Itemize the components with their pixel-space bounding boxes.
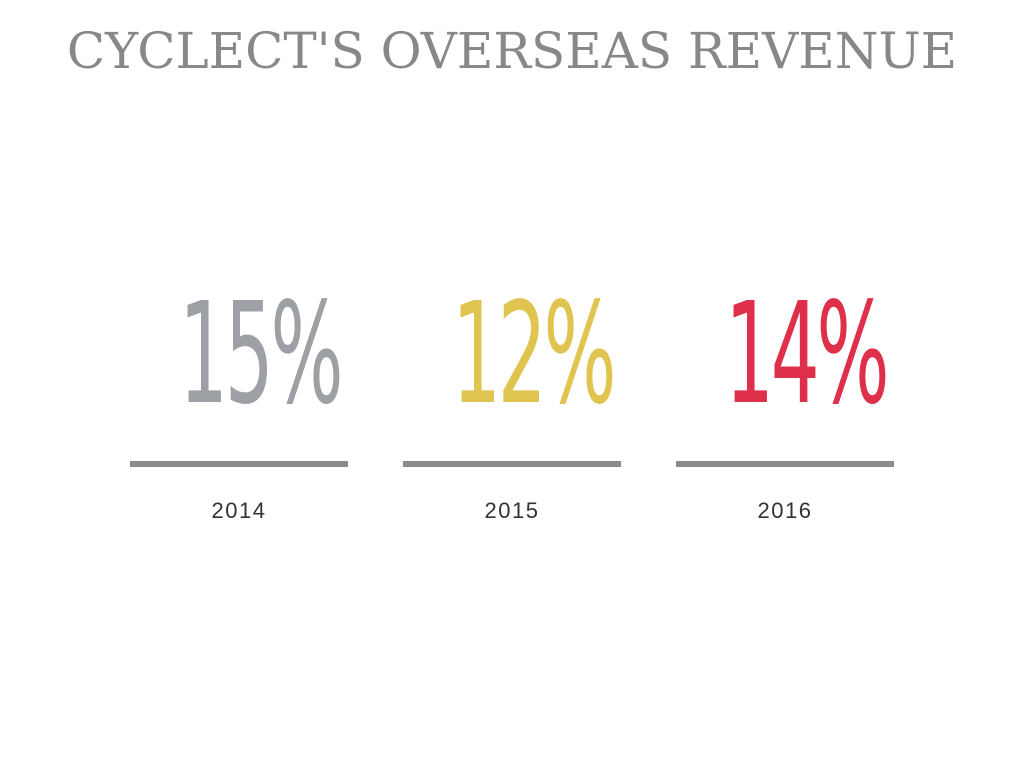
stat-year-label: 2015 (484, 498, 540, 523)
stat-value: 15% (179, 273, 344, 436)
chart-title: CYCLECT'S OVERSEAS REVENUE (66, 22, 958, 80)
stat-2015: 12% 2015 (403, 280, 621, 540)
stat-2014: 15% 2014 (130, 280, 348, 540)
stat-underline (676, 461, 894, 467)
stat-value: 12% (452, 273, 617, 436)
stats-row: 15% 2014 12% 2015 14% 2016 (0, 280, 1024, 540)
stat-underline (403, 461, 621, 467)
stat-year-label: 2014 (211, 498, 267, 523)
stat-value: 14% (725, 273, 890, 436)
stat-year-label: 2016 (757, 498, 813, 523)
stat-underline (130, 461, 348, 467)
stat-2016: 14% 2016 (676, 280, 894, 540)
